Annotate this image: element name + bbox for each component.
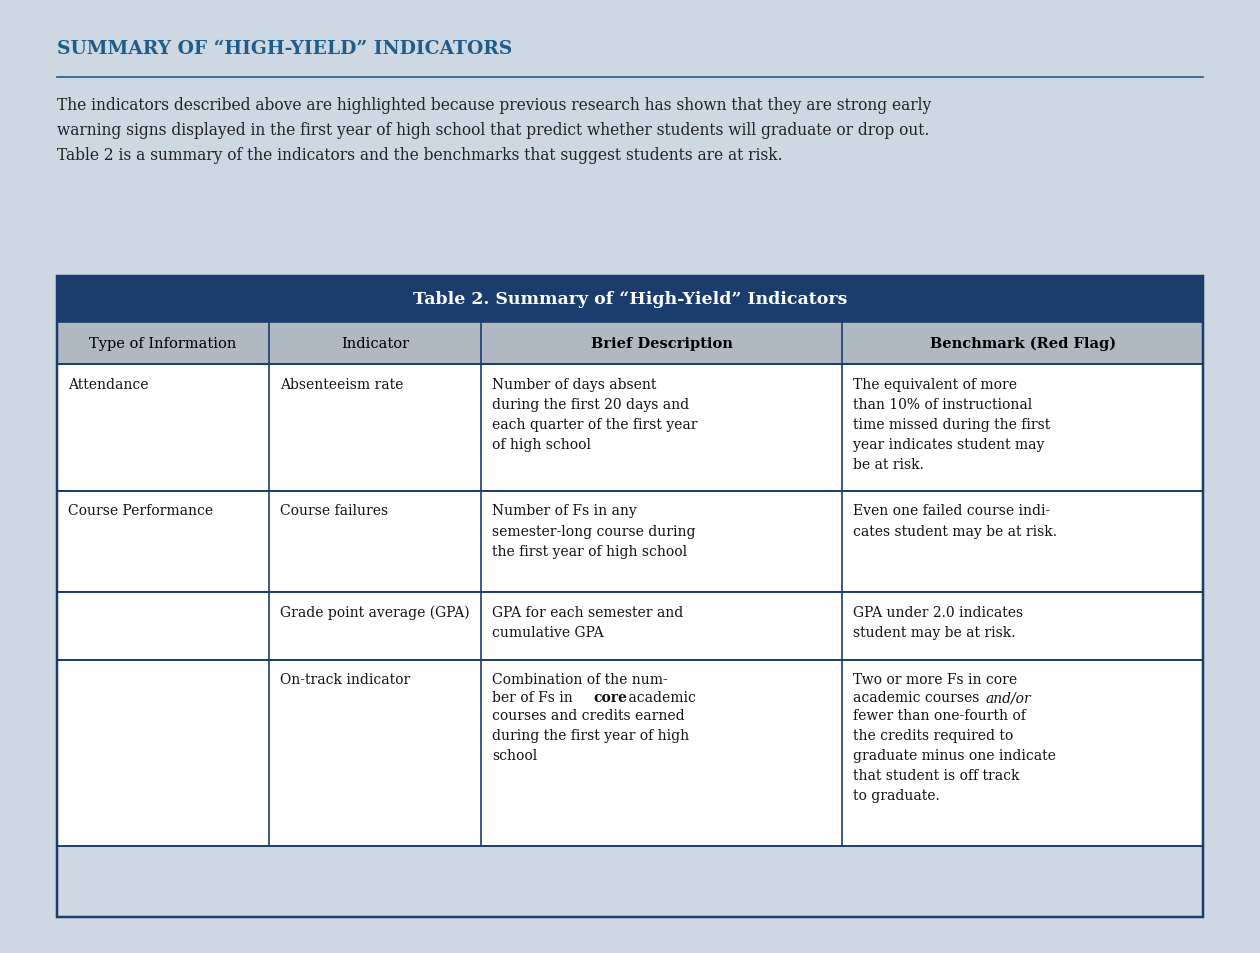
Text: Brief Description: Brief Description — [591, 336, 732, 351]
Text: academic: academic — [624, 690, 696, 704]
Text: The equivalent of more
than 10% of instructional
time missed during the first
ye: The equivalent of more than 10% of instr… — [853, 377, 1051, 471]
Text: GPA under 2.0 indicates
student may be at risk.: GPA under 2.0 indicates student may be a… — [853, 605, 1023, 639]
Text: Number of days absent
during the first 20 days and
each quarter of the first yea: Number of days absent during the first 2… — [493, 377, 698, 451]
Bar — [57, 492, 1203, 593]
Text: On-track indicator: On-track indicator — [280, 673, 411, 686]
Bar — [57, 276, 1203, 322]
Text: Combination of the num-: Combination of the num- — [493, 673, 668, 686]
Bar — [57, 365, 1203, 492]
Bar — [57, 276, 1203, 917]
Text: ber of Fs in: ber of Fs in — [493, 690, 577, 704]
Text: Table 2. Summary of “High-Yield” Indicators: Table 2. Summary of “High-Yield” Indicat… — [413, 291, 847, 308]
Text: academic courses: academic courses — [853, 690, 984, 704]
Text: Two or more Fs in core: Two or more Fs in core — [853, 673, 1018, 686]
Bar — [57, 593, 1203, 660]
Text: core: core — [593, 690, 627, 704]
Text: Type of Information: Type of Information — [89, 336, 237, 351]
Text: Absenteeism rate: Absenteeism rate — [280, 377, 403, 391]
Text: SUMMARY OF “HIGH-YIELD” INDICATORS: SUMMARY OF “HIGH-YIELD” INDICATORS — [57, 40, 512, 58]
Text: Number of Fs in any
semester-long course during
the first year of high school: Number of Fs in any semester-long course… — [493, 504, 696, 558]
Text: Course Performance: Course Performance — [68, 504, 213, 517]
Text: courses and credits earned
during the first year of high
school: courses and credits earned during the fi… — [493, 708, 689, 762]
Text: Attendance: Attendance — [68, 377, 149, 391]
Text: Benchmark (Red Flag): Benchmark (Red Flag) — [930, 336, 1116, 351]
Text: Even one failed course indi-
cates student may be at risk.: Even one failed course indi- cates stude… — [853, 504, 1057, 537]
Bar — [57, 322, 1203, 365]
Text: The indicators described above are highlighted because previous research has sho: The indicators described above are highl… — [57, 97, 931, 164]
Text: Course failures: Course failures — [280, 504, 388, 517]
Text: Grade point average (GPA): Grade point average (GPA) — [280, 605, 470, 619]
Bar — [57, 660, 1203, 845]
Text: Indicator: Indicator — [340, 336, 410, 351]
Text: fewer than one-fourth of
the credits required to
graduate minus one indicate
tha: fewer than one-fourth of the credits req… — [853, 708, 1056, 802]
Text: and/or: and/or — [985, 690, 1031, 704]
Text: GPA for each semester and
cumulative GPA: GPA for each semester and cumulative GPA — [493, 605, 683, 639]
